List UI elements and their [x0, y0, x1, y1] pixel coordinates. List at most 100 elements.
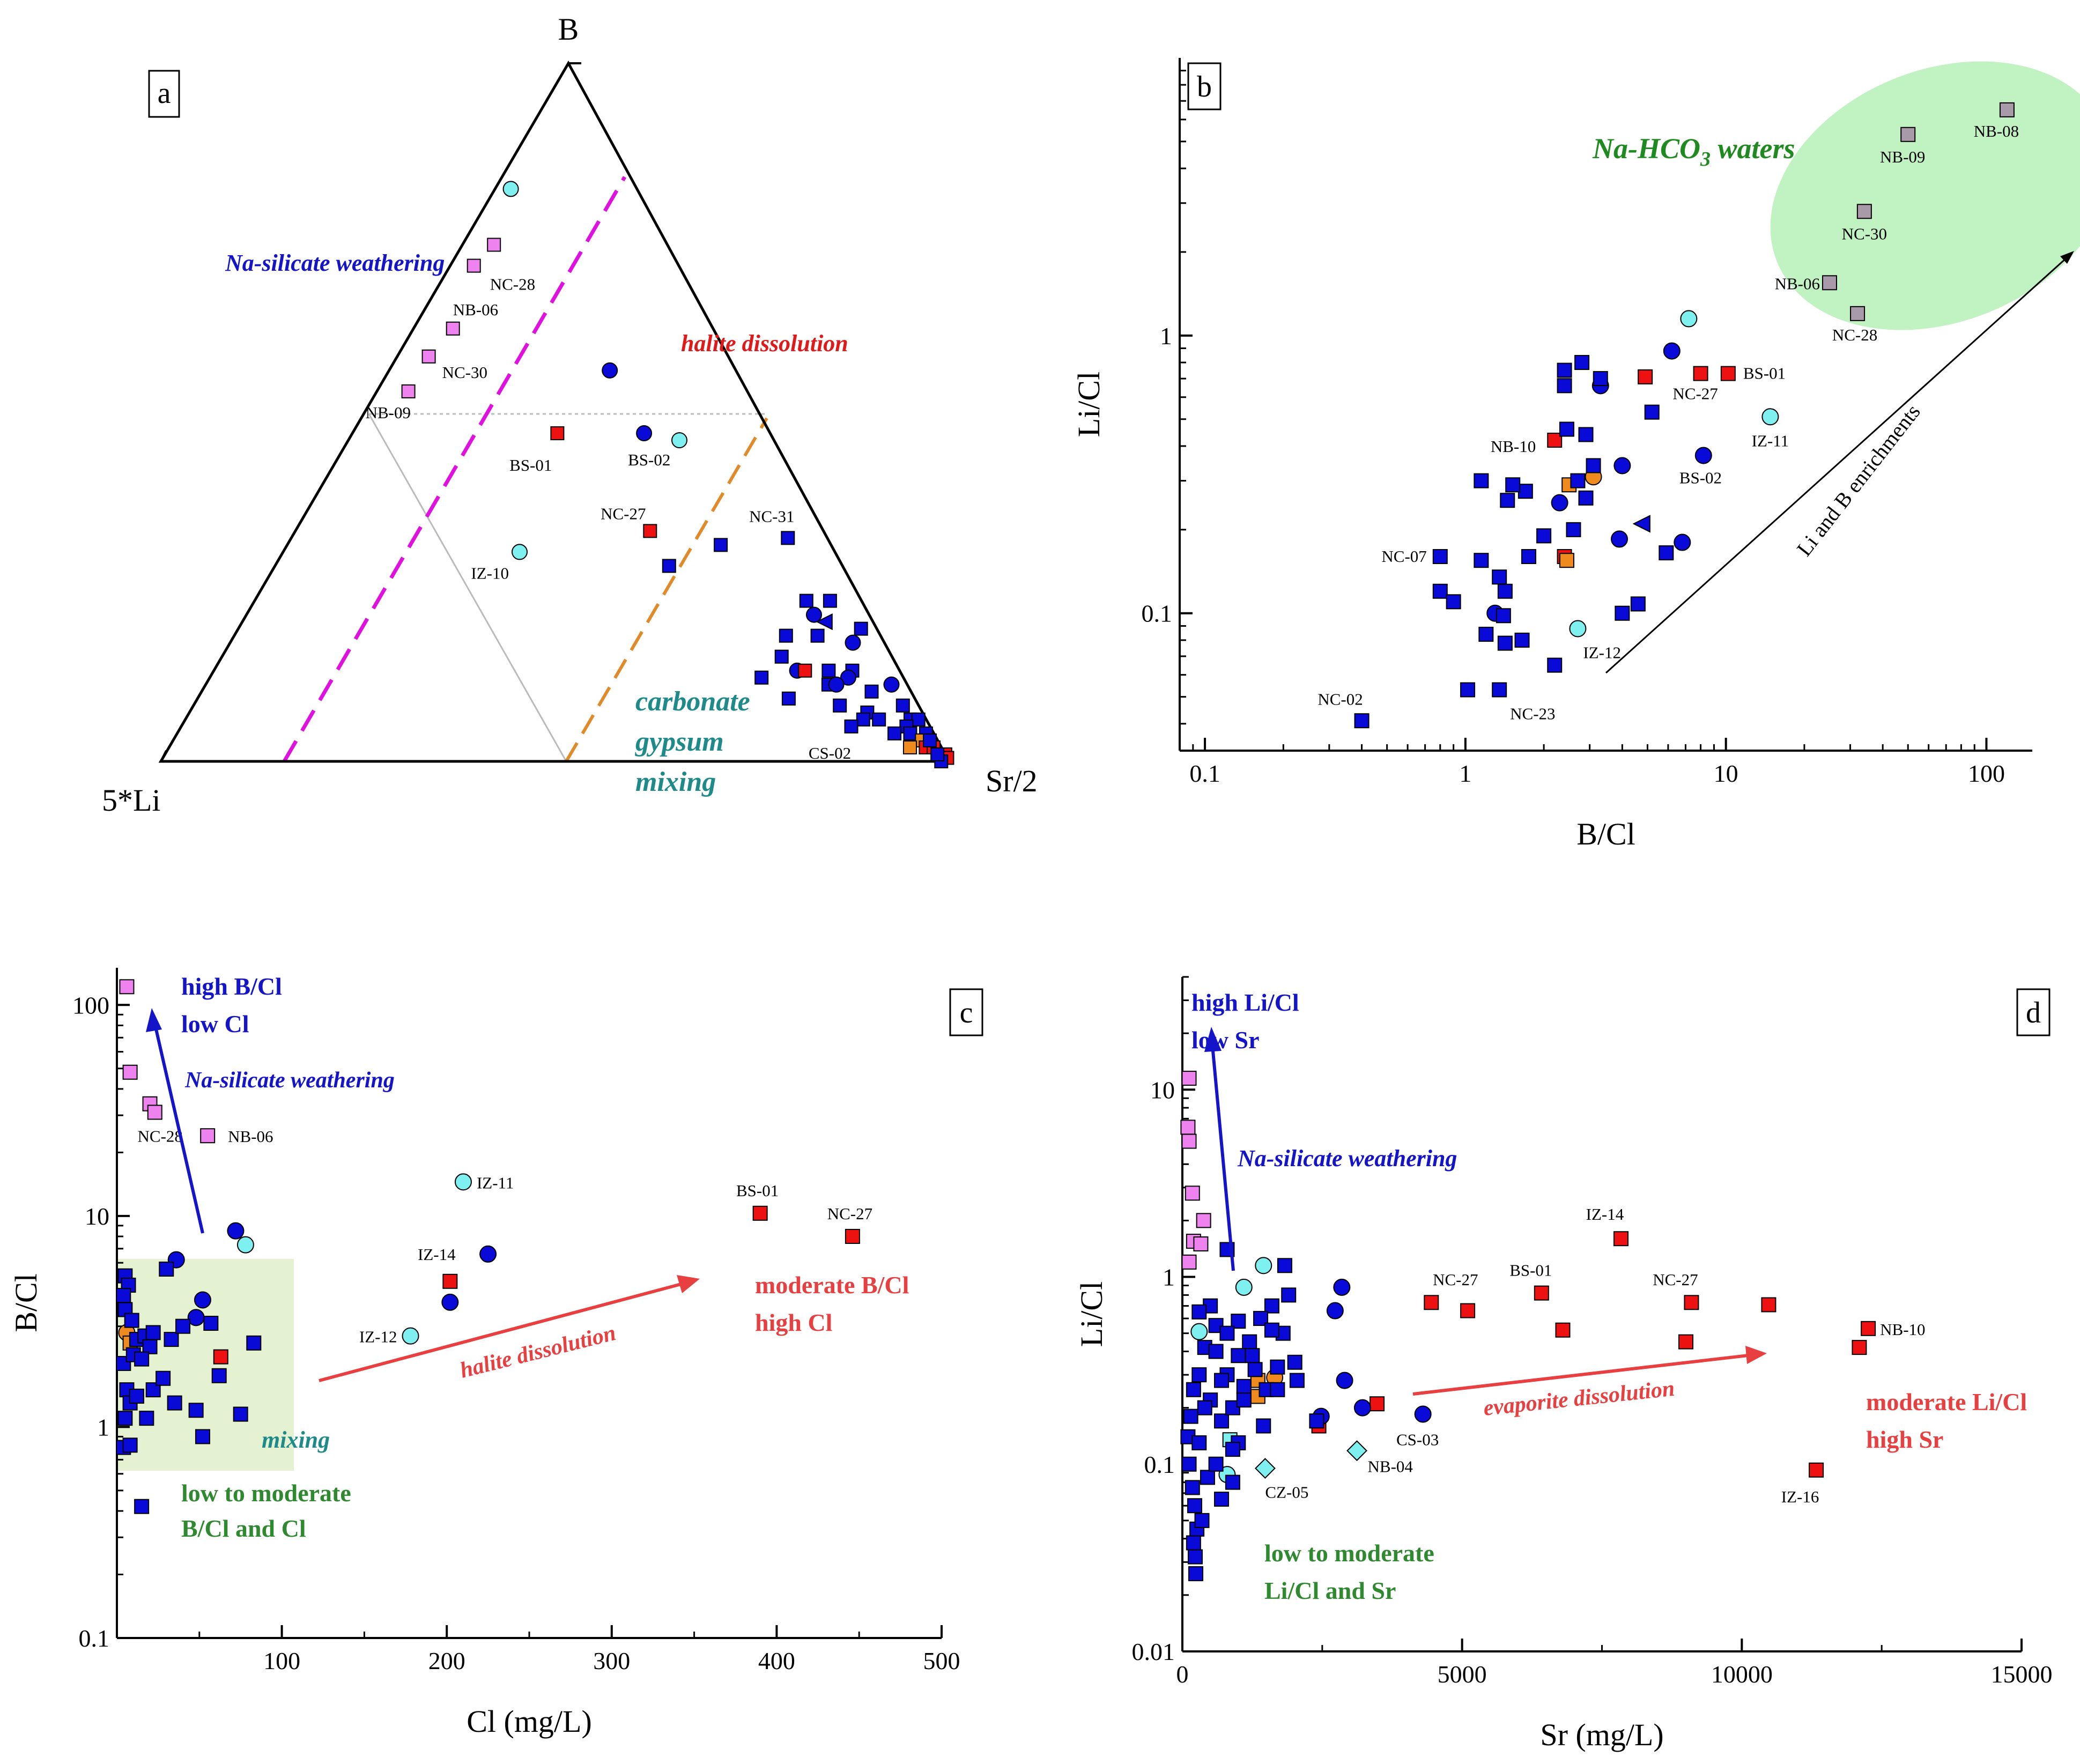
panel-b-point: [1611, 530, 1629, 548]
annotation-highB-2: low Cl: [181, 1010, 249, 1037]
ternary-point: [856, 712, 870, 727]
annotation-low-d-1: low to moderate: [1264, 1539, 1434, 1567]
panel-d-point: [1270, 1382, 1285, 1397]
ternary-point: [823, 594, 837, 608]
panel-b-point: [1630, 596, 1646, 612]
ternary-point: [840, 669, 856, 686]
x-tick-label: 15000: [1991, 1661, 2053, 1688]
panel-d-point: [1245, 1348, 1260, 1363]
panel-d-point: [1242, 1334, 1257, 1350]
panel-b-point: [1578, 427, 1594, 442]
panel-d-point: [1235, 1278, 1253, 1296]
ternary-point-label: NB-09: [366, 403, 411, 422]
ternary-point: [512, 544, 528, 560]
silicate-arrow-d-head: [1204, 1027, 1222, 1052]
panel-b-point-label: BS-02: [1679, 468, 1722, 487]
annotation-moderate-d-1: moderate Li/Cl: [1866, 1388, 2027, 1415]
annotation-nahco3-tail: waters: [1711, 132, 1795, 165]
panel-c-point: [845, 1229, 860, 1244]
panel-b-point: [1432, 583, 1448, 599]
panel-c-point: [142, 1339, 158, 1354]
panel-b-point: [1492, 682, 1507, 698]
x-tick-label: 1: [1459, 760, 1471, 787]
panel-b-point: [1505, 477, 1521, 493]
x-tick-label: 0.1: [1189, 760, 1220, 787]
ternary-point: [421, 349, 436, 364]
panel-c-point: [124, 1313, 139, 1328]
panel-d-point: [1270, 1359, 1285, 1375]
ternary-point: [781, 691, 796, 706]
ternary-point: [930, 747, 945, 761]
panel-d-point: [1208, 1456, 1224, 1472]
panel-b-point: [1496, 608, 1511, 624]
panel-d-point: [1254, 1458, 1276, 1479]
panel-b-letter-box: b: [1187, 62, 1222, 110]
panel-c-point-label: IZ-14: [418, 1245, 456, 1264]
panel-d-point-label: IZ-16: [1781, 1487, 1819, 1506]
panel-d-point: [1214, 1492, 1230, 1507]
panel-b-point: [1446, 594, 1461, 610]
panel-b-point: [1478, 626, 1494, 642]
panel-c-point: [159, 1261, 174, 1277]
panel-c-point: [164, 1332, 179, 1347]
panel-d-point: [1684, 1295, 1699, 1310]
panel-d-point: [1809, 1462, 1824, 1478]
panel-c-point-label: NB-06: [228, 1127, 273, 1146]
panel-b-point: [1586, 458, 1601, 473]
panel-c-point: [139, 1411, 154, 1426]
panel-b-point: [1547, 432, 1563, 448]
halite-arrow-c-head: [677, 1275, 700, 1293]
ternary-point: [903, 726, 917, 740]
annotation-moderate-d-2: high Sr: [1866, 1426, 1943, 1453]
panel-d-point: [1264, 1322, 1279, 1338]
panel-b-point: [1644, 404, 1660, 420]
panel-b-point: [1354, 713, 1370, 729]
ternary-point: [671, 432, 687, 449]
annotation-carbonate: carbonate: [635, 686, 750, 717]
panel-d-point: [1186, 1382, 1201, 1397]
panel-b-point: [1474, 473, 1489, 488]
panel-b-point-label: NC-07: [1381, 547, 1426, 566]
panel-d-point: [1326, 1302, 1344, 1320]
panel-b-point: [1559, 553, 1574, 568]
panel-b-point: [1856, 204, 1872, 219]
panel-c-point: [752, 1205, 768, 1221]
panel-c-point: [246, 1335, 262, 1351]
panel-d-point: [1225, 1442, 1240, 1457]
panel-c-point: [134, 1351, 150, 1367]
ternary-point: [487, 238, 501, 252]
panel-d-point: [1185, 1185, 1200, 1201]
panel-b-point: [1460, 682, 1476, 698]
y-tick-label: 100: [72, 991, 109, 1019]
panel-d-point: [1236, 1378, 1252, 1394]
panel-d-point: [1193, 1236, 1209, 1252]
ternary-point: [854, 621, 868, 636]
panel-d-point: [1346, 1440, 1367, 1462]
panel-a-letter: a: [158, 77, 171, 110]
panel-d-point-label: BS-01: [1509, 1261, 1552, 1280]
panel-b-point: [1693, 366, 1708, 381]
panel-c-letter-frame: [949, 988, 983, 1036]
panel-d-point: [1336, 1372, 1353, 1389]
panel-a-letter-frame: [148, 70, 180, 118]
panel-b-point: [1694, 447, 1712, 464]
panel-c-point: [167, 1395, 182, 1411]
ternary-point: [903, 740, 917, 754]
halite-arrow-c: [319, 1283, 682, 1382]
enrichment-arrow-head: [2060, 251, 2074, 264]
panel-d-letter-box: d: [2016, 988, 2051, 1036]
panel-d-point: [1370, 1396, 1385, 1412]
panel-d-point-label: CS-03: [1396, 1430, 1439, 1449]
ternary-point: [781, 531, 795, 545]
panel-d-point-label: NC-27: [1433, 1270, 1478, 1289]
silicate-arrow-c-head: [146, 1008, 162, 1032]
ternary-point: [845, 634, 861, 651]
panel-d-point: [1256, 1418, 1271, 1434]
ternary-point-label: NC-28: [490, 275, 535, 294]
annotation-mixing-c: mixing: [262, 1427, 330, 1453]
panel-d-point: [1289, 1373, 1305, 1388]
panel-c-point: [119, 979, 135, 995]
ternary-point: [872, 712, 886, 727]
silicate-arrow-d: [1211, 1050, 1235, 1271]
y-tick-label: 1: [1163, 1264, 1175, 1291]
